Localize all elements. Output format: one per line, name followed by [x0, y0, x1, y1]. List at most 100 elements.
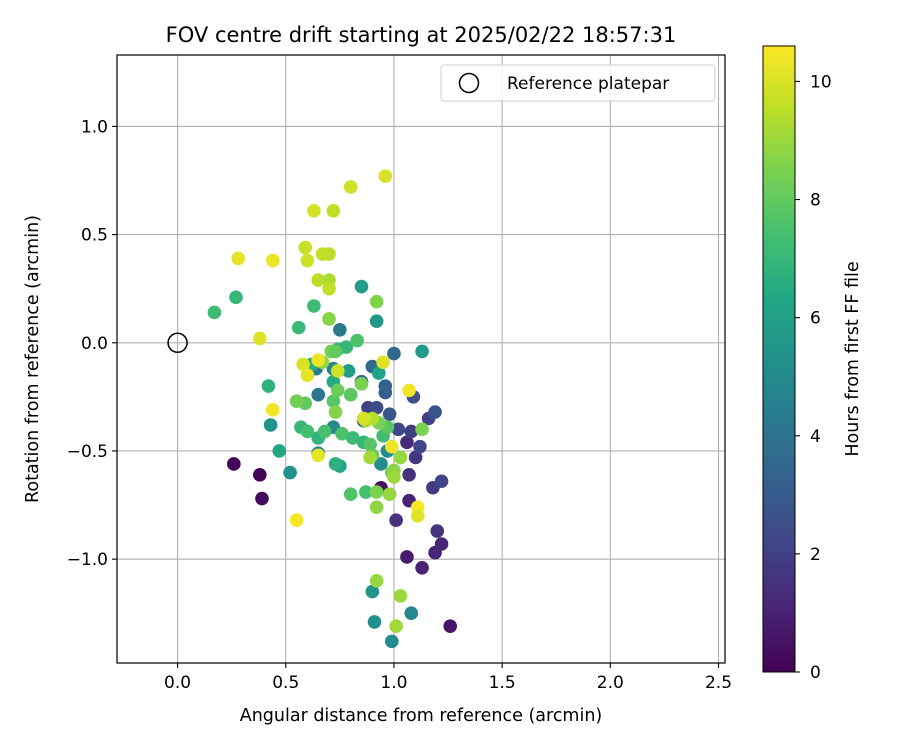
x-tick-label: 0.0 — [164, 673, 191, 693]
data-point — [428, 405, 442, 419]
data-point — [322, 312, 336, 326]
data-point — [378, 169, 393, 183]
data-point — [389, 619, 403, 634]
data-point — [400, 435, 414, 450]
data-point — [330, 364, 345, 378]
data-point — [434, 474, 449, 489]
data-point — [372, 366, 386, 380]
data-point — [311, 353, 326, 367]
data-point — [322, 281, 336, 296]
data-point — [227, 457, 241, 471]
data-point — [307, 299, 321, 313]
y-tick-label: −1.0 — [67, 550, 108, 570]
y-tick-label: −0.5 — [67, 442, 108, 462]
data-point — [391, 422, 406, 437]
data-point — [229, 290, 243, 305]
data-point — [300, 368, 315, 383]
data-point — [311, 273, 326, 287]
data-point — [354, 279, 369, 294]
data-point — [363, 437, 377, 452]
data-point — [265, 403, 280, 417]
data-point — [384, 634, 399, 649]
data-point — [326, 203, 341, 218]
data-point — [376, 355, 390, 370]
y-tick-label: 1.0 — [81, 117, 108, 137]
data-point — [387, 470, 401, 484]
data-point — [359, 485, 373, 499]
data-point — [307, 203, 321, 218]
colorbar-tick-label: 2 — [810, 545, 821, 565]
data-point — [328, 344, 343, 359]
chart-title: FOV centre drift starting at 2025/02/22 … — [166, 23, 677, 47]
data-point — [369, 485, 384, 499]
x-tick-label: 0.5 — [272, 673, 299, 693]
colorbar-tick-label: 6 — [810, 309, 821, 329]
data-point — [335, 426, 349, 441]
y-tick-label: 0.5 — [81, 226, 108, 246]
x-tick-label: 1.5 — [489, 673, 516, 693]
data-point — [387, 346, 401, 361]
data-point — [311, 387, 326, 402]
data-point — [341, 364, 356, 378]
x-tick-label: 1.0 — [380, 673, 407, 693]
legend-label: Reference platepar — [507, 74, 669, 94]
data-point — [389, 513, 403, 527]
data-point — [346, 431, 360, 445]
data-point — [369, 573, 384, 588]
data-point — [311, 448, 326, 463]
data-point — [404, 424, 419, 439]
data-point — [369, 294, 384, 309]
data-point — [339, 340, 354, 354]
data-point — [354, 377, 369, 391]
data-point — [343, 180, 358, 194]
x-axis-ticks: 0.0 0.5 1.0 1.5 2.0 2.5 — [164, 663, 732, 693]
colorbar-tick-label: 4 — [810, 427, 821, 447]
data-point — [443, 619, 458, 634]
data-point — [253, 331, 267, 346]
data-point — [410, 509, 425, 523]
data-point — [369, 314, 384, 328]
y-axis-label: Rotation from reference (arcmin) — [23, 215, 43, 503]
data-point — [393, 450, 408, 465]
data-point — [296, 357, 310, 372]
legend-box — [440, 64, 716, 102]
colorbar-ticks: 0 2 4 6 8 10 — [795, 72, 832, 683]
data-point — [272, 444, 287, 458]
data-point — [263, 418, 278, 432]
data-point — [363, 450, 377, 465]
data-point — [400, 550, 414, 564]
plot-frame — [116, 54, 726, 664]
colorbar-gradient — [762, 45, 796, 673]
data-point — [434, 537, 449, 551]
data-point — [382, 487, 397, 502]
data-point — [350, 333, 364, 348]
data-point — [382, 407, 397, 421]
data-point — [367, 615, 382, 629]
data-point — [415, 344, 429, 359]
legend-marker-icon — [458, 72, 480, 94]
data-point — [283, 465, 297, 480]
data-point — [402, 467, 416, 482]
legend: Reference platepar — [440, 64, 716, 102]
data-point — [298, 240, 313, 255]
data-point — [231, 251, 245, 266]
data-point — [261, 379, 276, 393]
grid — [117, 55, 725, 663]
data-point — [315, 247, 330, 261]
data-point — [300, 424, 315, 439]
data-point — [255, 491, 269, 506]
data-point — [378, 379, 393, 393]
data-point — [330, 383, 345, 398]
reference-marker-group — [167, 332, 188, 354]
x-tick-label: 2.5 — [705, 673, 732, 693]
colorbar-tick-label: 10 — [810, 72, 832, 92]
data-point — [415, 560, 429, 575]
colorbar-tick-label: 0 — [810, 663, 821, 683]
data-point — [289, 513, 304, 527]
data-point — [430, 524, 445, 538]
data-point — [365, 584, 380, 599]
colorbar-tick-label: 8 — [810, 191, 821, 211]
data-points — [207, 169, 458, 649]
reference-platepar-marker — [167, 332, 188, 354]
